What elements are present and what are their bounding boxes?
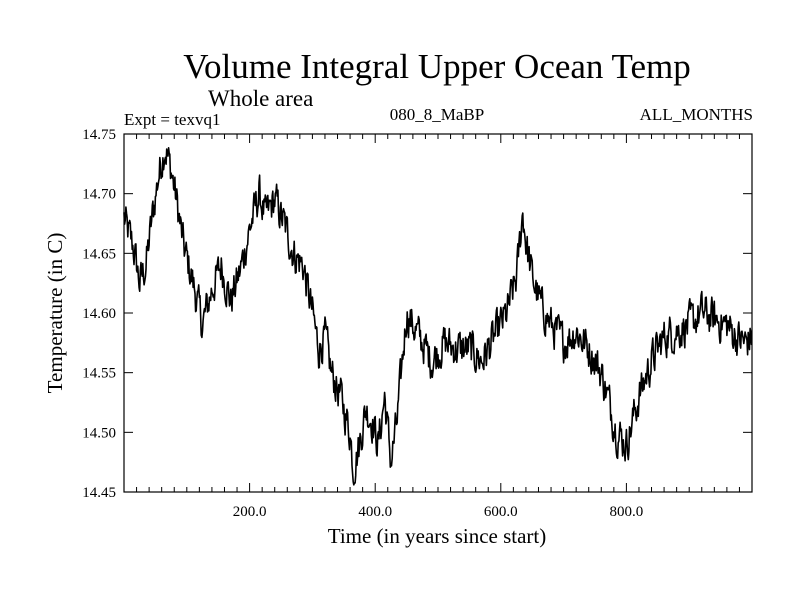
y-axis-label: Temperature (in C) <box>43 233 67 394</box>
x-tick-label: 600.0 <box>484 504 518 520</box>
x-tick-label: 400.0 <box>358 504 392 520</box>
y-tick-label: 14.60 <box>82 306 116 322</box>
x-axis-label: Time (in years since start) <box>328 524 547 548</box>
experiment-label: Expt = texvq1 <box>124 110 220 129</box>
y-tick-label: 14.70 <box>82 187 116 203</box>
plot-frame <box>123 133 753 493</box>
series-line <box>123 147 753 486</box>
chart-title: Volume Integral Upper Ocean Temp <box>183 47 690 86</box>
y-tick-label: 14.75 <box>82 127 116 143</box>
months-label: ALL_MONTHS <box>640 105 753 124</box>
y-tick-label: 14.50 <box>82 425 116 441</box>
run-label: 080_8_MaBP <box>390 105 484 124</box>
series-line-group <box>123 147 753 486</box>
y-tick-label: 14.65 <box>82 246 116 262</box>
y-tick-label: 14.45 <box>82 485 116 501</box>
x-axis-ticks: 200.0 400.0 600.0 800.0 <box>136 134 740 520</box>
y-axis-ticks: 14.45 14.50 14.55 14.60 14.65 14.70 14.75 <box>82 127 752 501</box>
x-tick-label: 800.0 <box>610 504 644 520</box>
x-tick-label: 200.0 <box>233 504 267 520</box>
chart-subtitle: Whole area <box>208 86 313 111</box>
y-tick-label: 14.55 <box>82 366 116 382</box>
